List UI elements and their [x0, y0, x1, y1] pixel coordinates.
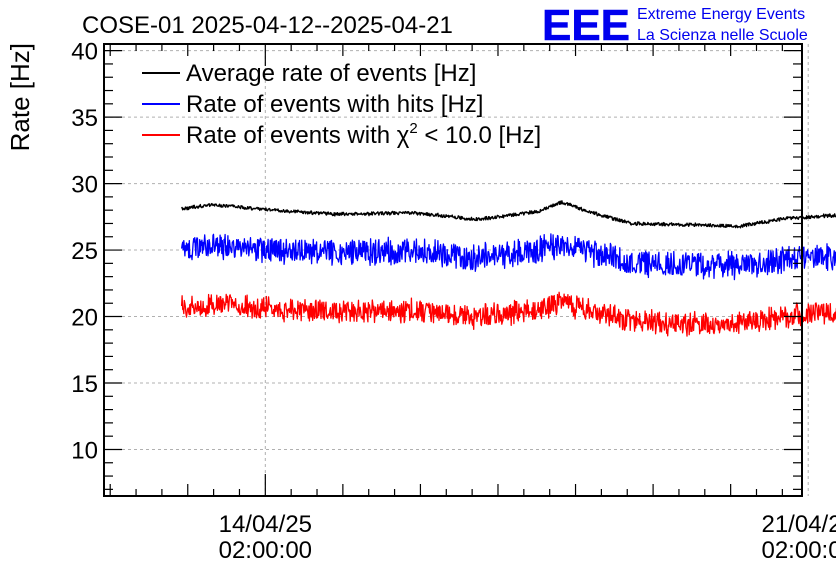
y-tick-label: 25 — [71, 238, 98, 265]
series-line-3 — [180, 291, 836, 337]
x-tick-label-time: 02:00:00 — [761, 537, 836, 564]
legend-label-3: Rate of events with χ2 < 10.0 [Hz] — [186, 120, 541, 149]
x-tick-label-date: 14/04/25 — [219, 511, 312, 538]
y-tick-label: 30 — [71, 172, 98, 199]
x-tick-label-date: 21/04/25 — [761, 511, 836, 538]
logo-mark: EEE — [542, 1, 630, 50]
legend-label-2: Rate of events with hits [Hz] — [186, 91, 483, 118]
logo-line1: Extreme Energy Events — [637, 6, 805, 23]
legend-label-1: Average rate of events [Hz] — [186, 60, 476, 87]
logo-line2: La Scienza nelle Scuole — [637, 27, 808, 44]
eee-logo: EEE Extreme Energy Events La Scienza nel… — [542, 1, 808, 51]
legend: Average rate of events [Hz] Rate of event… — [142, 60, 541, 149]
y-tick-label: 15 — [71, 371, 98, 398]
x-tick-label-time: 02:00:00 — [219, 537, 312, 564]
plot-frame — [103, 43, 803, 497]
series-line-1 — [180, 200, 836, 229]
y-tick-label: 20 — [71, 305, 98, 332]
y-tick-label: 40 — [71, 39, 98, 66]
y-tick-label: 10 — [71, 437, 98, 464]
y-tick-label: 35 — [71, 105, 98, 132]
series-layer — [180, 200, 836, 337]
axes-layer: 1015202530354014/04/2502:00:0021/04/2502… — [71, 39, 836, 564]
chart-title: COSE-01 2025-04-12--2025-04-21 — [82, 12, 453, 39]
y-axis-label: Rate [Hz] — [5, 43, 35, 151]
series-line-2 — [180, 233, 836, 281]
